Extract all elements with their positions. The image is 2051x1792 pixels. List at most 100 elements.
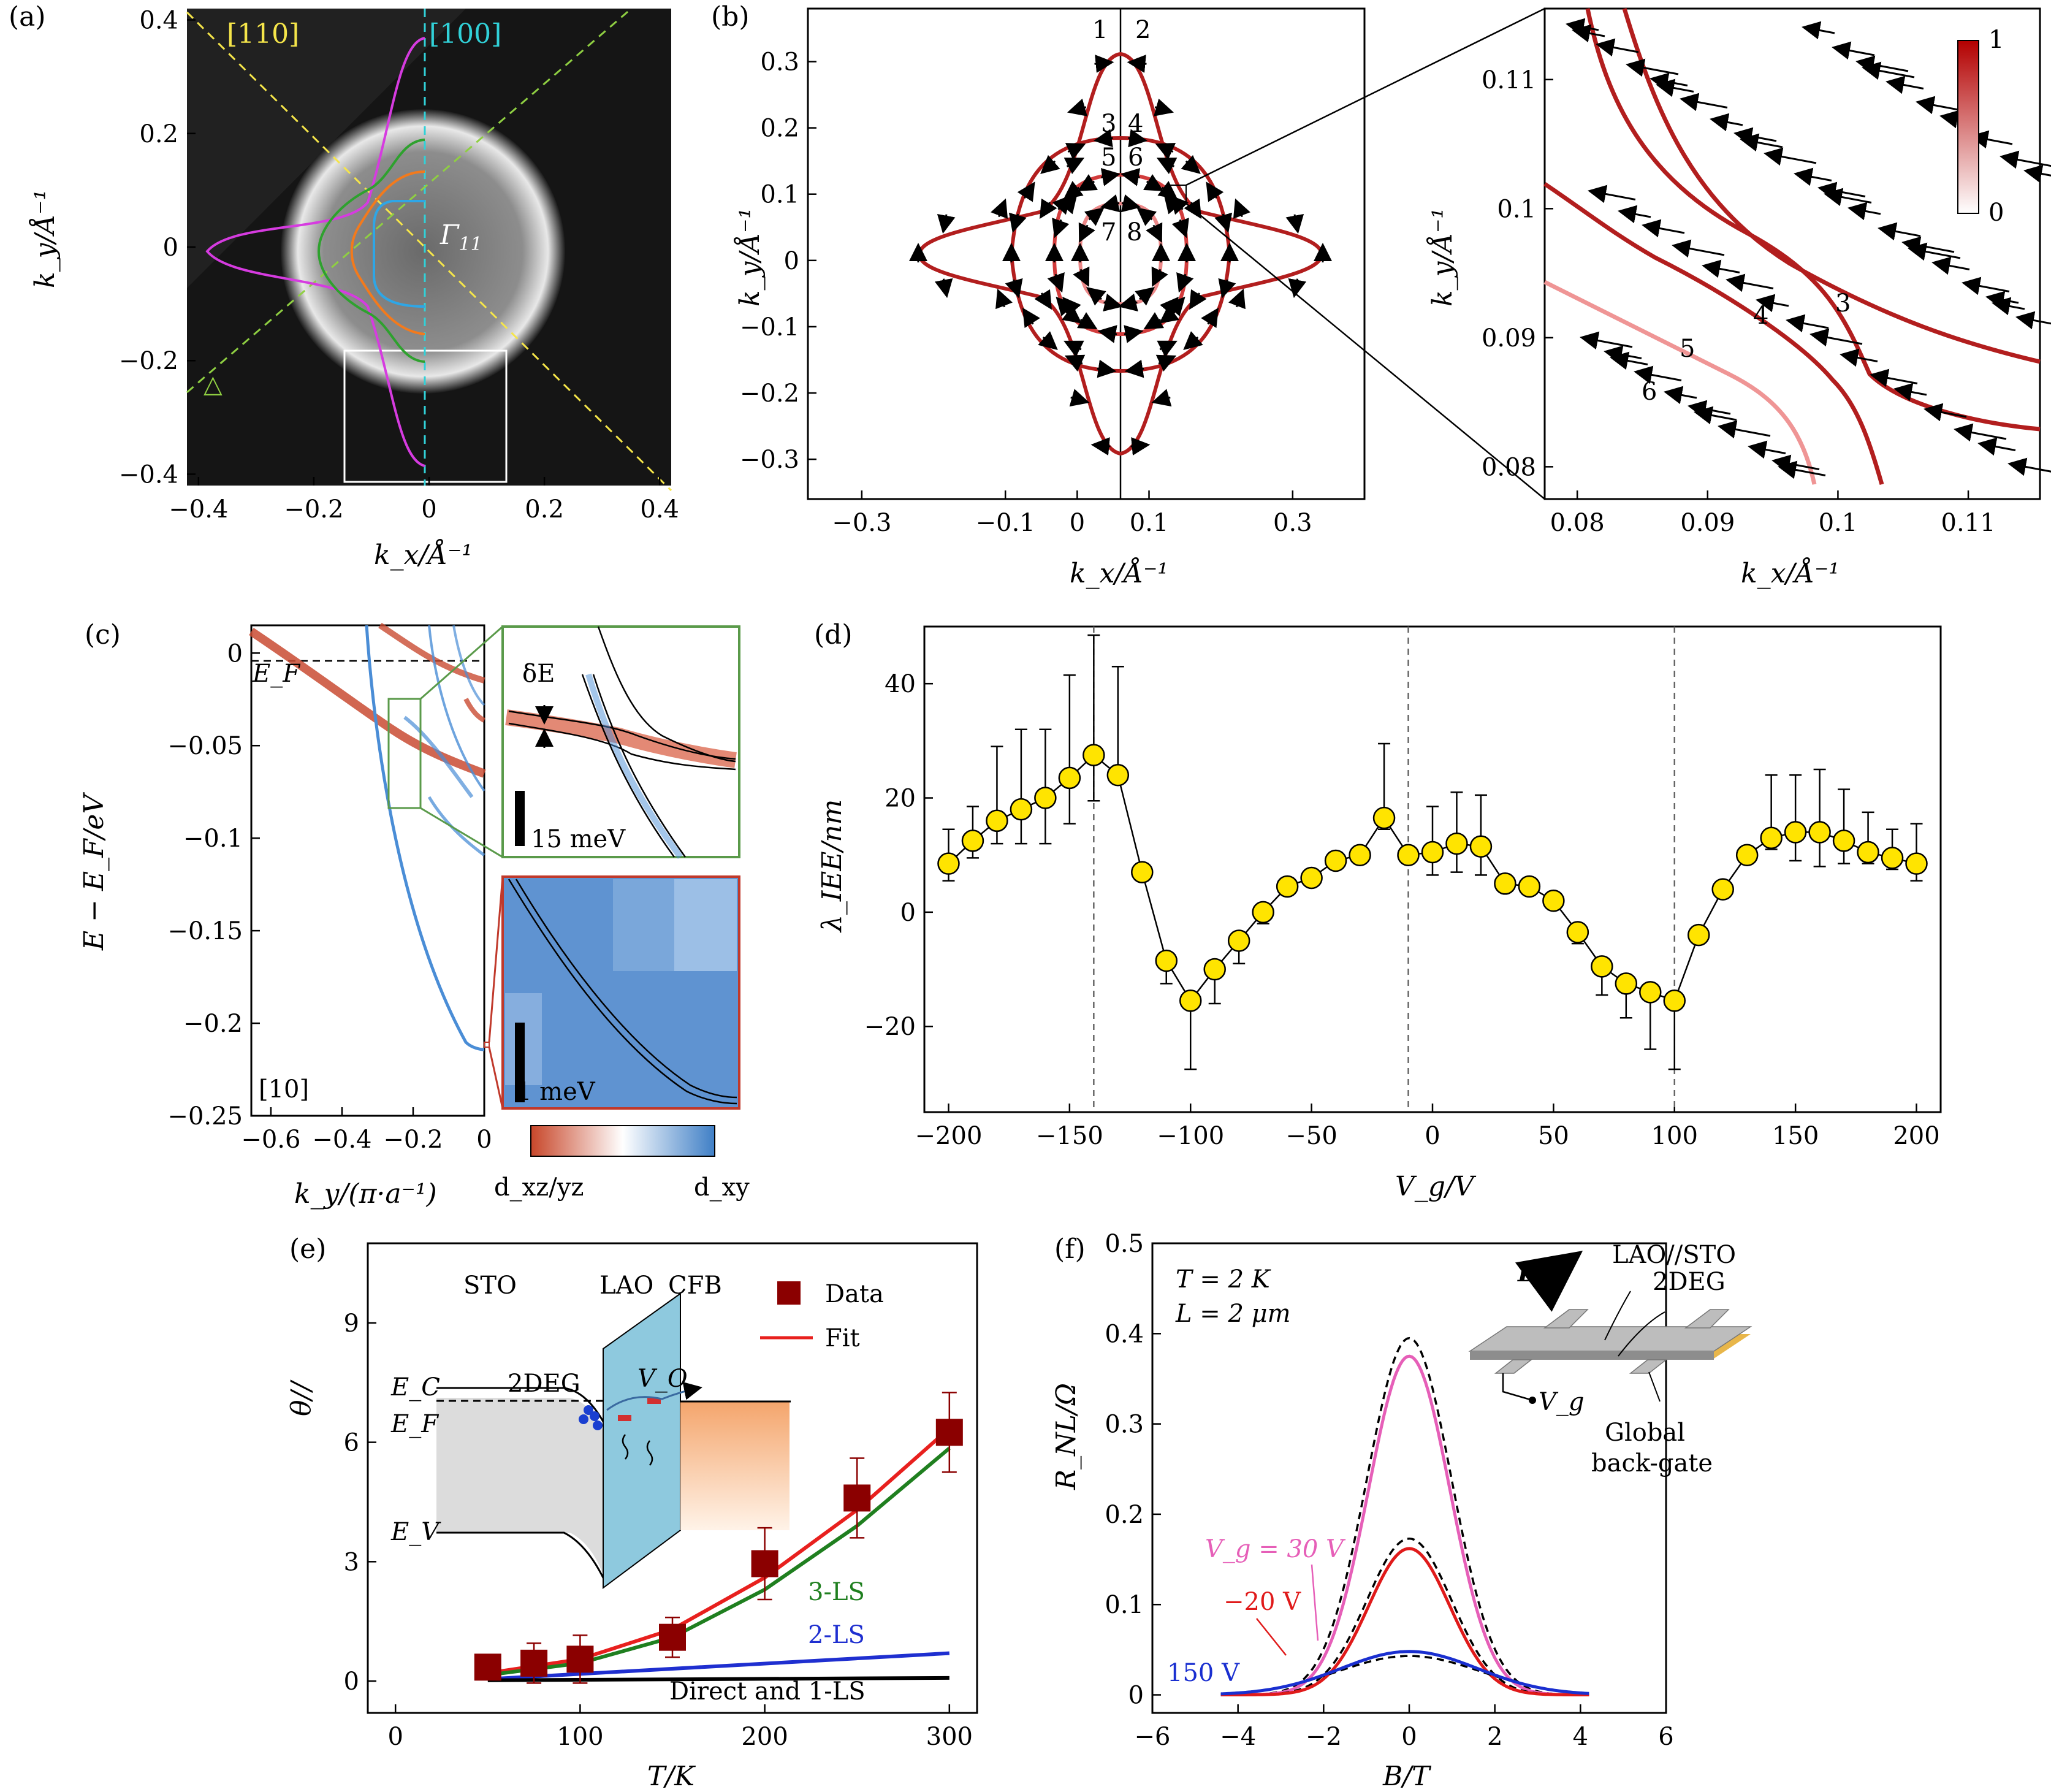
panel-d-label: (d)	[814, 619, 853, 650]
dxy-band-2	[428, 625, 485, 792]
inset-2deg-label: 2DEG	[508, 1370, 580, 1398]
zoom-spin-arrow-19	[1764, 147, 1817, 166]
zoom-spin-arrow-47	[1786, 314, 1829, 333]
d-point-20	[1421, 841, 1444, 864]
panel-a: (a) [110] [100] Γ11 △ −0.4 −0.2 0 0.2 0.4−0.…	[9, 1, 679, 571]
panel-f-plot	[1151, 1242, 1667, 1714]
d-point-23	[1494, 872, 1516, 895]
f-xtick-label-2: −2	[1306, 1723, 1342, 1751]
spin-arrow-24	[1069, 389, 1090, 407]
zoom-band-3	[1622, 7, 2041, 364]
inset-1-scale-label: 15 meV	[531, 825, 626, 853]
d-xtick-label-7: 150	[1772, 1122, 1819, 1150]
inset-cfb-label: CFB	[668, 1272, 722, 1300]
e-point-2	[566, 1645, 594, 1673]
zoom-spin-arrow-21	[1931, 256, 1970, 275]
zoom-spin-arrow-18	[1680, 93, 1728, 112]
panel-e-xlabel: T/K	[647, 1761, 696, 1792]
e-xtick-label-0: 0	[387, 1723, 403, 1751]
spin-arrow-19	[995, 288, 1013, 310]
d-point-19	[1397, 844, 1420, 866]
orange-contour	[350, 170, 425, 335]
spin-arrow-18	[934, 278, 953, 299]
b-xtick-label-0: −0.3	[832, 509, 891, 537]
d-xtick-label-6: 100	[1651, 1122, 1698, 1150]
curve-label-30v: V_g = 30 V	[1205, 1535, 1346, 1563]
zoom-spin-arrow-52	[1740, 133, 1783, 152]
spin-arrow-33	[1288, 278, 1307, 299]
spin-arrow-44	[1008, 212, 1027, 233]
zoom-spin-arrow-16	[1977, 437, 2016, 456]
spin-arrow-38	[1155, 143, 1176, 160]
b-ytick-label-3: 0	[784, 247, 799, 275]
e-ytick-label-2: 6	[344, 1429, 359, 1457]
panel-e: (e) STO LAO CFB 2DEG E_C E_F E_	[286, 1233, 978, 1792]
zoom-spin-arrow-59	[1862, 61, 1915, 80]
e-ytick-label-1: 3	[344, 1548, 359, 1576]
d-point-16	[1324, 849, 1347, 872]
panel-e-ylabel: θ//	[286, 1379, 317, 1416]
d-point-18	[1372, 806, 1396, 829]
e-ytick-label-3: 9	[344, 1310, 359, 1338]
green-contour	[317, 139, 425, 363]
spin-arrow-79	[1084, 207, 1105, 226]
d-point-30	[1663, 989, 1686, 1012]
d-ytick-label-0: −20	[864, 1013, 916, 1041]
d-point-9	[1155, 949, 1178, 972]
b-ytick-label-0: −0.3	[740, 446, 799, 474]
spin-arrow-47	[1022, 307, 1040, 329]
zoom-spin-arrow-32	[1924, 403, 1967, 422]
cyan-contour	[373, 200, 425, 308]
d-point-24	[1518, 875, 1541, 898]
zoom-spin-arrow-11	[2023, 164, 2051, 183]
spin-arrow-8	[1127, 55, 1147, 73]
a-xtick-label-4: 0.4	[640, 495, 679, 524]
zoom-spin-arrow-34	[1626, 58, 1679, 77]
spin-arrow-16	[937, 213, 956, 234]
e-series-0	[487, 1427, 951, 1676]
c-xtick-label-2: −0.2	[383, 1126, 443, 1154]
panel-d-xlabel: V_g/V	[1395, 1171, 1477, 1202]
a-ytick-label-1: −0.2	[119, 347, 178, 375]
device-2deg-label: 2DEG	[1653, 1268, 1726, 1296]
a-xtick-label-0: −0.4	[169, 495, 228, 524]
zoom-band-label-6: 6	[1642, 378, 1657, 406]
d-point-22	[1469, 835, 1493, 858]
d-xtick-label-1: −150	[1036, 1122, 1103, 1150]
b-xtick-label-1: −0.1	[976, 509, 1035, 537]
d-xtick-label-4: 0	[1425, 1122, 1440, 1150]
inset-ef-label: E_F	[390, 1410, 439, 1438]
zoom-spin-arrow-46	[1702, 259, 1740, 278]
d-point-8	[1131, 861, 1154, 883]
zoom-spin-arrow-58	[1778, 460, 1826, 479]
spin-arrow-60	[1121, 168, 1141, 186]
spin-arrow-85	[1118, 293, 1138, 312]
d-ytick-label-2: 20	[885, 785, 916, 813]
band-label-5: 5	[1101, 143, 1116, 172]
zoom-spin-arrow-44	[2000, 150, 2051, 169]
zoom-spin-arrow-43	[1916, 96, 1964, 115]
c-xtick-label-1: −0.4	[312, 1126, 371, 1154]
spin-arrow-37	[1181, 154, 1201, 174]
e-series-2	[487, 1651, 949, 1681]
band-outer-contour	[917, 51, 1324, 456]
b-xtick-label-4: 0.3	[1273, 509, 1312, 537]
spin-arrow-23	[1064, 340, 1084, 357]
spin-colorbar	[1957, 40, 1979, 214]
arpes-fermi-ring	[281, 109, 565, 394]
d-point-27	[1591, 955, 1613, 978]
spin-arrow-86	[1135, 287, 1155, 306]
a-xtick-label-3: 0.2	[525, 495, 564, 524]
a-xtick-label-2: 0	[421, 495, 436, 524]
spin-arrow-75	[1146, 222, 1163, 243]
d-point-37	[1832, 829, 1855, 852]
zoom-spin-arrow-36	[1794, 167, 1832, 186]
inset-1-scalebar	[515, 791, 525, 846]
b-ytick-label-4: 0.1	[760, 181, 799, 209]
zoom-spin-arrow-14	[1809, 328, 1863, 347]
spin-arrow-39	[1128, 129, 1148, 148]
f-xtick-label-6: 6	[1658, 1723, 1673, 1751]
d-ytick-label-1: 0	[900, 899, 916, 927]
zoom-spin-arrow-17	[1596, 38, 1639, 57]
zoom-spin-arrow-41	[1748, 440, 1786, 459]
